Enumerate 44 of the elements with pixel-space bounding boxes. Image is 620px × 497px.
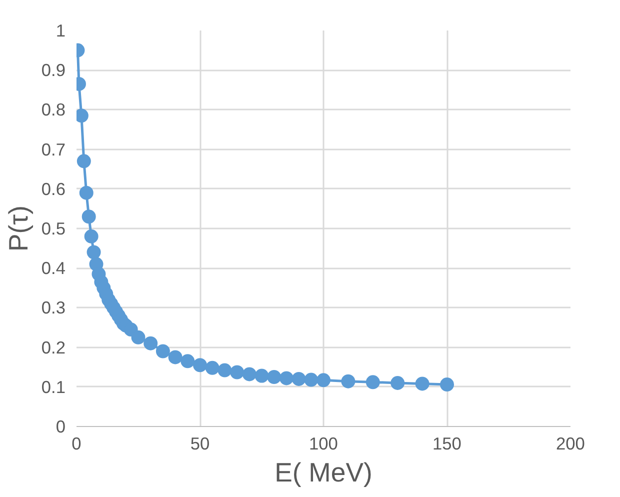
point bbox=[84, 229, 98, 244]
x-tick-label: 200 bbox=[556, 434, 585, 454]
x-tick-label: 50 bbox=[190, 434, 210, 454]
point bbox=[156, 344, 170, 358]
point bbox=[415, 376, 430, 391]
y-tick-label: 0.1 bbox=[41, 376, 66, 397]
point bbox=[180, 354, 195, 368]
point bbox=[316, 373, 330, 388]
point bbox=[193, 358, 207, 372]
point bbox=[86, 245, 101, 260]
x-tick-label: 0 bbox=[72, 434, 82, 454]
y-tick-label: 0.8 bbox=[41, 100, 66, 120]
point bbox=[242, 367, 256, 382]
y-tick-label: 0.3 bbox=[41, 298, 66, 318]
point bbox=[168, 350, 182, 364]
point bbox=[205, 360, 220, 375]
point bbox=[440, 378, 454, 392]
point bbox=[82, 210, 96, 224]
y-tick-label: 0.9 bbox=[41, 60, 66, 80]
y-tick-label: 1 bbox=[56, 20, 66, 40]
point bbox=[304, 372, 318, 387]
point bbox=[79, 186, 94, 200]
y-tick-label: 0.5 bbox=[41, 218, 66, 238]
point bbox=[131, 330, 146, 344]
point bbox=[267, 370, 282, 384]
y-tick-label: 0.6 bbox=[41, 178, 66, 199]
x-tick-label: 100 bbox=[309, 434, 338, 454]
y-tick-label: 0.2 bbox=[41, 337, 66, 358]
point bbox=[390, 376, 405, 390]
point bbox=[366, 375, 380, 390]
y-axis-title: P(τ) bbox=[3, 205, 34, 252]
y-tick-label: 0.4 bbox=[41, 258, 66, 278]
point bbox=[76, 154, 91, 168]
y-tick-label: 0 bbox=[56, 416, 66, 436]
x-axis-title: E( MeV) bbox=[274, 458, 372, 488]
point bbox=[254, 368, 269, 383]
x-tick-label: 150 bbox=[432, 434, 462, 454]
point bbox=[144, 336, 158, 350]
point bbox=[218, 363, 232, 378]
point bbox=[279, 371, 294, 386]
point bbox=[230, 365, 244, 380]
point bbox=[341, 374, 356, 388]
point bbox=[292, 372, 306, 386]
y-tick-label: 0.7 bbox=[41, 139, 66, 160]
